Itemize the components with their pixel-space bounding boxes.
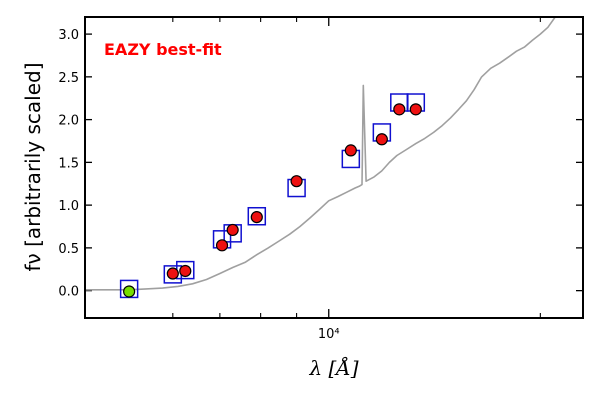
observed-flux-point	[409, 103, 422, 116]
observed-flux-point	[215, 239, 229, 252]
observed-flux-point	[226, 223, 239, 237]
plot-frame	[84, 16, 584, 319]
plot-area	[85, 17, 556, 299]
annotation-label: EAZY best-fit	[104, 40, 222, 59]
y-tick-label: 3.0	[58, 28, 79, 43]
y-tick-label: 1.0	[58, 199, 79, 214]
y-tick-label: 0.0	[58, 285, 79, 300]
y-tick-label: 1.5	[58, 156, 79, 171]
tick-labels: 0.0 0.5 1.0 1.5 2.0 2.5 3.0 10⁴	[58, 28, 339, 342]
observed-flux-point	[375, 133, 388, 146]
axis-ticks	[85, 17, 583, 318]
y-tick-label: 2.5	[58, 71, 79, 86]
y-axis-title: fν [arbitrarily scaled]	[21, 63, 45, 272]
observed-flux-point	[123, 285, 136, 298]
observed-flux-point	[393, 103, 406, 116]
observed-flux-point	[166, 267, 179, 280]
x-tick-label: 10⁴	[318, 327, 340, 342]
observed-flux-point	[250, 210, 263, 224]
observed-flux-point	[290, 175, 303, 188]
y-tick-label: 2.0	[58, 114, 79, 129]
template-spectrum-line	[85, 17, 556, 291]
observed-flux-point	[179, 264, 192, 278]
model-flux-square	[247, 206, 267, 226]
observed-flux-point	[344, 144, 357, 157]
x-axis-title: λ [Å]	[308, 355, 358, 380]
y-tick-label: 0.5	[58, 242, 79, 257]
